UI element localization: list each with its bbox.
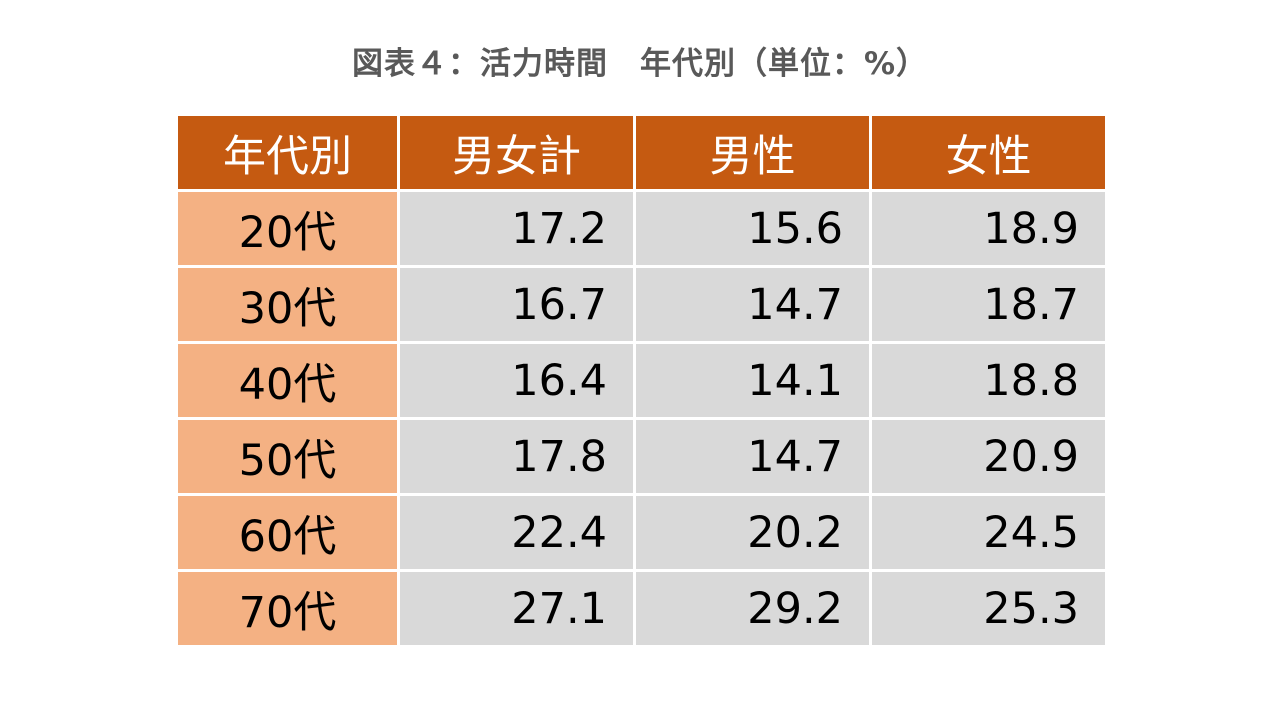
header-row: 年代別 男女計 男性 女性 <box>175 113 1108 192</box>
cell-female: 25.3 <box>869 569 1108 648</box>
cell-male: 14.1 <box>633 341 872 420</box>
table-row: 20代 17.2 15.6 18.9 <box>175 189 1108 268</box>
cell-male: 14.7 <box>633 265 872 344</box>
cell-total: 22.4 <box>397 493 636 572</box>
cell-total: 16.4 <box>397 341 636 420</box>
table-row: 60代 22.4 20.2 24.5 <box>175 493 1108 572</box>
cell-total: 27.1 <box>397 569 636 648</box>
chart-title: 図表４：活力時間 年代別（単位：%） <box>351 46 929 82</box>
cell-female: 20.9 <box>869 417 1108 496</box>
header-total: 男女計 <box>397 113 636 192</box>
table-row: 40代 16.4 14.1 18.8 <box>175 341 1108 420</box>
cell-female: 18.7 <box>869 265 1108 344</box>
table-row: 50代 17.8 14.7 20.9 <box>175 417 1108 496</box>
cell-male: 29.2 <box>633 569 872 648</box>
cell-female: 18.9 <box>869 189 1108 268</box>
cell-total: 17.8 <box>397 417 636 496</box>
cell-total: 17.2 <box>397 189 636 268</box>
header-age-group: 年代別 <box>175 113 400 192</box>
row-label: 30代 <box>175 265 400 344</box>
cell-total: 16.7 <box>397 265 636 344</box>
cell-male: 15.6 <box>633 189 872 268</box>
cell-female: 24.5 <box>869 493 1108 572</box>
cell-male: 14.7 <box>633 417 872 496</box>
row-label: 20代 <box>175 189 400 268</box>
row-label: 60代 <box>175 493 400 572</box>
row-label: 50代 <box>175 417 400 496</box>
cell-male: 20.2 <box>633 493 872 572</box>
row-label: 70代 <box>175 569 400 648</box>
table-row: 30代 16.7 14.7 18.7 <box>175 265 1108 344</box>
table-row: 70代 27.1 29.2 25.3 <box>175 569 1108 648</box>
header-male: 男性 <box>633 113 872 192</box>
row-label: 40代 <box>175 341 400 420</box>
data-table: 年代別 男女計 男性 女性 20代 17.2 15.6 18.9 30代 16.… <box>175 113 1108 648</box>
header-female: 女性 <box>869 113 1108 192</box>
cell-female: 18.8 <box>869 341 1108 420</box>
